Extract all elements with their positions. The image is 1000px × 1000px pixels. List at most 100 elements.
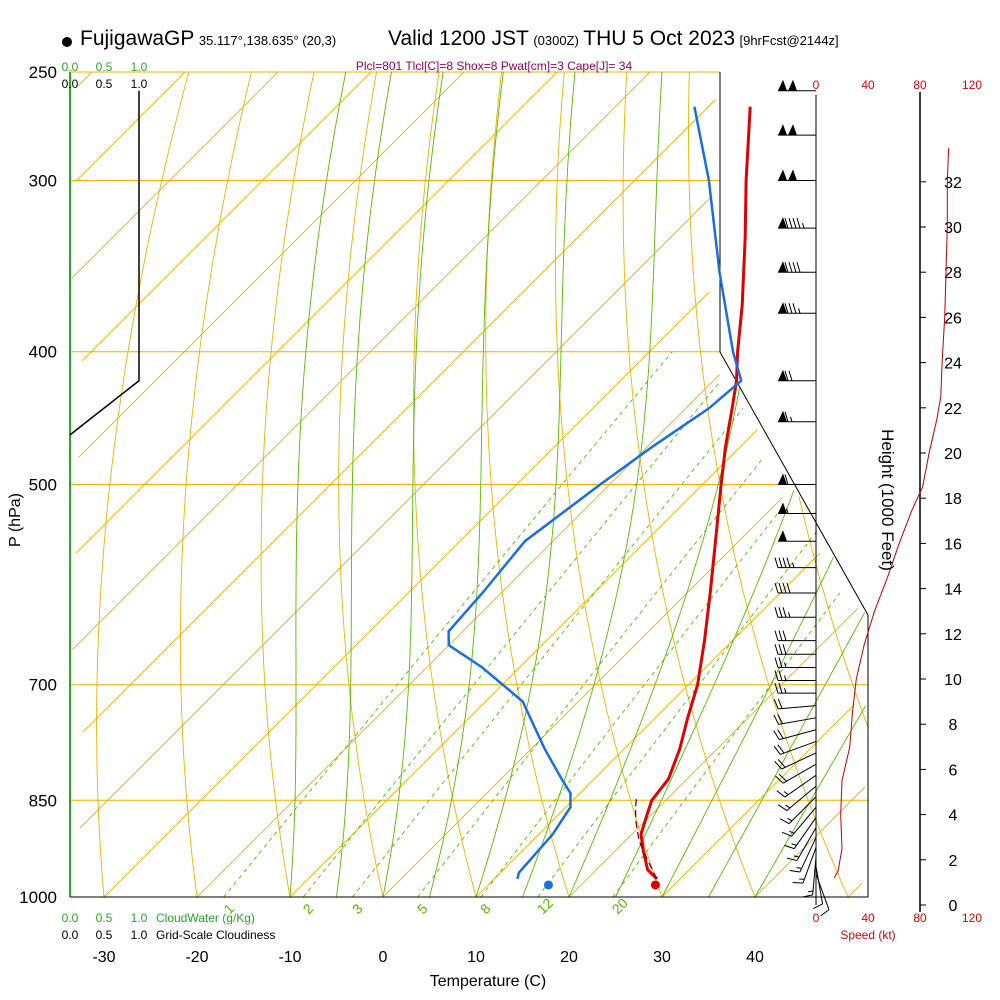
mixing-ratio-label: 20 bbox=[609, 895, 631, 917]
wind-barb-full bbox=[778, 773, 787, 782]
wind-barb bbox=[774, 644, 816, 655]
x-axis-title: Temperature (C) bbox=[430, 973, 546, 990]
pressure-tick-label: 300 bbox=[29, 172, 57, 191]
moist-adiabat-line bbox=[522, 71, 663, 898]
wind-barb-full bbox=[792, 303, 797, 314]
wind-barb-staff bbox=[778, 705, 817, 710]
moist-adiabat-line bbox=[615, 490, 795, 898]
wind-barb bbox=[778, 124, 816, 136]
wind-barb bbox=[789, 837, 817, 873]
height-tick-label: 6 bbox=[949, 762, 958, 779]
isotherm-line bbox=[754, 786, 866, 898]
wind-barb-staff bbox=[780, 740, 817, 755]
wind-barb-half bbox=[788, 612, 791, 618]
wind-barb-full bbox=[773, 745, 781, 755]
mixing-ratio-line bbox=[223, 351, 673, 898]
station-coords: 35.117°,138.635° (20,3) bbox=[198, 33, 337, 48]
pressure-tick-label: 250 bbox=[29, 63, 57, 82]
right-frame bbox=[719, 72, 869, 897]
dry-adiabat-line bbox=[413, 71, 477, 898]
cloudiness-profile bbox=[69, 90, 140, 436]
cloudwater-label: CloudWater (g/Kg) bbox=[156, 911, 255, 925]
wind-barb-half bbox=[785, 804, 791, 809]
wind-barb-full bbox=[784, 474, 789, 485]
cloudwater-scale-top: 0.0 bbox=[62, 60, 79, 74]
wind-barb-full bbox=[786, 857, 798, 862]
wind-barb-half bbox=[796, 867, 802, 869]
wind-barb-full bbox=[778, 582, 783, 594]
wind-barb-full bbox=[774, 582, 779, 594]
wind-barb-flag bbox=[778, 124, 787, 136]
wind-barb-staff bbox=[784, 774, 817, 798]
wind-barb-full bbox=[782, 630, 787, 641]
wind-barb bbox=[778, 410, 816, 423]
wind-barb-full bbox=[774, 760, 782, 770]
height-axis-title: Height (1000 Feet) bbox=[878, 429, 897, 571]
wind-barb-staff bbox=[791, 806, 817, 837]
wind-barb-half bbox=[786, 508, 789, 514]
wind-barb bbox=[778, 473, 816, 485]
height-tick-label: 26 bbox=[944, 310, 962, 327]
forecast-info: [9hrFcst@2144z] bbox=[739, 33, 839, 48]
dry-adiabat-line bbox=[180, 71, 252, 898]
height-tick-label: 2 bbox=[949, 853, 958, 870]
wind-barb-full bbox=[774, 557, 779, 568]
wind-barb-flag bbox=[778, 502, 787, 514]
cloudiness-scale-bottom: 1.0 bbox=[131, 928, 148, 942]
dry-adiabat-line bbox=[555, 71, 663, 898]
mixing-ratio-label: 3 bbox=[349, 900, 366, 917]
wind-barb-full bbox=[792, 217, 797, 229]
isotherm-line bbox=[847, 882, 863, 898]
wind-speed-profile bbox=[833, 147, 950, 879]
wind-barb-full bbox=[788, 303, 793, 314]
valid-time: Valid 1200 JST bbox=[388, 27, 529, 50]
wind-barb bbox=[792, 847, 817, 884]
dry-adiabat-line bbox=[485, 71, 570, 898]
wind-barb-full bbox=[778, 670, 783, 681]
wind-barb-full bbox=[788, 262, 793, 273]
height-tick-label: 28 bbox=[944, 265, 962, 282]
pressure-tick-label: 500 bbox=[29, 476, 57, 495]
speed-tick-top: 80 bbox=[913, 78, 927, 92]
wind-barb-full bbox=[782, 644, 787, 655]
params-line: Plcl=801 Tlcl[C]=8 Shox=8 Pwat[cm]=3 Cap… bbox=[356, 59, 633, 73]
moist-adiabat-line bbox=[661, 557, 834, 898]
speed-tick-bottom: 80 bbox=[913, 911, 927, 925]
isotherm-line bbox=[71, 71, 279, 279]
wind-barb-half bbox=[798, 308, 801, 314]
speed-tick-top: 40 bbox=[861, 78, 875, 92]
wind-barb bbox=[776, 774, 817, 798]
temperature-tick-label: -30 bbox=[92, 949, 115, 966]
wind-barb bbox=[778, 261, 816, 273]
mixing-ratio-line bbox=[480, 507, 783, 898]
cloudwater-scale-bottom: 0.5 bbox=[96, 911, 113, 925]
cloudwater-scale-bottom: 0.0 bbox=[62, 911, 79, 925]
wind-barb-flag bbox=[788, 124, 797, 136]
wind-barb-full bbox=[788, 370, 793, 381]
wind-barb bbox=[778, 217, 816, 229]
cloudiness-label: Grid-Scale Cloudiness bbox=[156, 928, 275, 942]
wind-barb-full bbox=[773, 730, 780, 740]
wind-barb-flag bbox=[788, 79, 797, 91]
height-tick-label: 22 bbox=[944, 401, 962, 418]
wind-barb-full bbox=[774, 657, 779, 668]
moist-adiabat-line bbox=[289, 71, 347, 898]
isotherm-line bbox=[568, 607, 859, 898]
cloudiness-scale-top: 0.0 bbox=[62, 77, 79, 91]
wind-barb-flag bbox=[778, 169, 787, 181]
height-tick-label: 20 bbox=[944, 446, 962, 463]
wind-barb-full bbox=[778, 683, 783, 694]
wind-barb-flag bbox=[778, 79, 787, 91]
height-tick-label: 16 bbox=[944, 536, 962, 553]
moist-adiabat-line bbox=[754, 705, 867, 898]
temperature-tick-label: -10 bbox=[278, 949, 301, 966]
wind-barb bbox=[774, 752, 817, 770]
wind-barb bbox=[774, 683, 816, 694]
valid-date: THU 5 Oct 2023 bbox=[583, 27, 736, 50]
wind-barb-flag bbox=[778, 261, 787, 273]
surface-dewpoint-dot bbox=[543, 880, 553, 890]
wind-barb-flag bbox=[778, 369, 787, 381]
wind-barb bbox=[774, 582, 816, 594]
temperature-tick-label: 30 bbox=[653, 949, 671, 966]
